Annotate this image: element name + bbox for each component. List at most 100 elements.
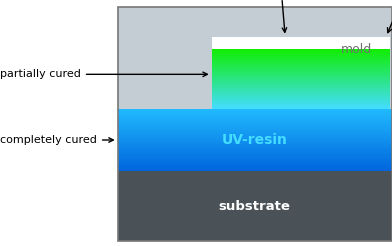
Bar [212,101,390,102]
Bar [212,63,390,64]
Bar [212,72,390,73]
Bar [118,152,392,154]
Bar [212,54,390,55]
Bar [212,57,390,58]
Bar [118,159,392,161]
Bar [212,59,390,60]
Bar [212,56,390,57]
Bar [118,168,392,169]
Bar [212,58,390,59]
Bar [212,67,390,68]
Bar [212,66,390,67]
Bar [118,124,392,125]
Bar [118,113,392,114]
Bar [118,165,392,166]
Bar [118,121,392,123]
Bar [118,126,392,128]
Bar [212,37,390,49]
Bar [118,149,392,150]
Bar [212,62,390,63]
Bar [212,53,390,54]
Bar [118,119,392,120]
Text: trapped air: trapped air [375,0,392,33]
Bar [212,70,390,71]
Text: permeated air: permeated air [241,0,321,32]
Bar [118,122,392,123]
Bar [118,147,392,148]
Bar [212,87,390,88]
Bar [212,84,390,85]
Bar [212,108,390,109]
Bar [212,104,390,105]
Bar [118,141,392,142]
Bar [212,105,390,106]
Bar [118,112,392,113]
Bar [212,64,390,65]
Bar [118,125,392,127]
Bar [212,95,390,96]
Bar [118,153,392,154]
Bar [118,143,392,144]
Bar [118,166,392,167]
Bar [118,164,392,165]
Bar [212,85,390,86]
Bar [212,98,390,99]
Bar [212,100,390,101]
Bar [118,167,392,168]
Bar [118,129,392,131]
Bar [212,97,390,98]
Bar [212,79,390,80]
Bar [118,132,392,133]
Bar [118,142,392,143]
Bar [118,171,392,241]
Bar [118,123,392,124]
Bar [118,116,392,117]
Bar [118,139,392,140]
Bar [212,76,390,77]
Bar [118,160,392,162]
Bar [118,145,392,146]
Bar [118,151,392,152]
Bar [118,158,392,160]
Bar [118,157,392,159]
Bar [118,135,392,136]
Bar [118,169,392,170]
Bar [212,99,390,100]
Bar [118,156,392,157]
Bar [212,107,390,108]
Bar [212,91,390,92]
Bar [118,127,392,129]
Bar [212,78,390,79]
Bar [118,7,392,241]
Bar [212,94,390,95]
Bar [118,144,392,145]
Bar [118,120,392,122]
Bar [118,134,392,135]
Bar [212,92,390,93]
Bar [212,69,390,70]
Bar [118,154,392,155]
Bar [212,83,390,84]
Bar [118,162,392,164]
Bar [118,117,392,118]
Bar [212,81,390,82]
Bar [118,111,392,112]
Bar [212,102,390,103]
Bar [118,148,392,149]
Bar [212,93,390,94]
Bar [212,74,390,75]
Bar [212,71,390,72]
Bar [212,88,390,89]
Bar [118,110,392,111]
Bar [118,138,392,139]
Bar [212,51,390,52]
Bar [212,49,390,50]
Bar [118,115,392,116]
Bar [212,55,390,56]
Bar [212,82,390,83]
Bar [118,137,392,138]
Bar [118,128,392,130]
Bar [118,146,392,147]
Bar [212,61,390,62]
Bar [118,150,392,151]
